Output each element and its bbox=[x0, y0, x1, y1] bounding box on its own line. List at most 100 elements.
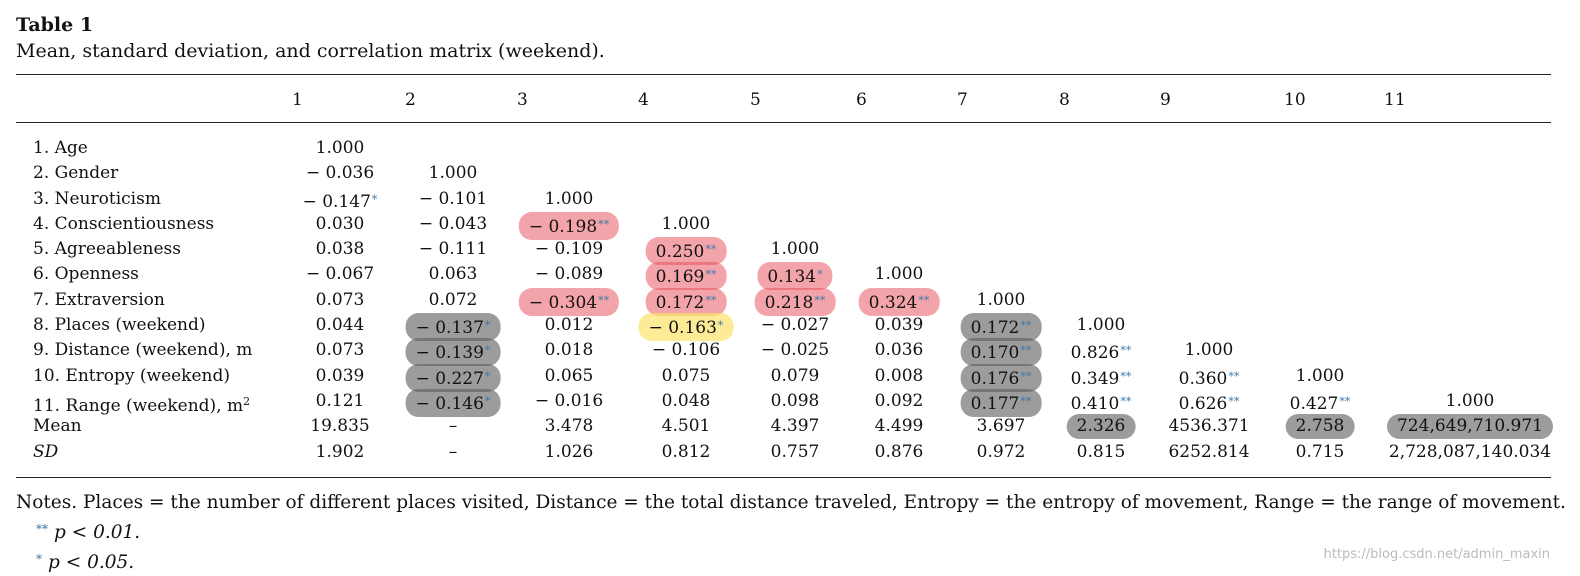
table-cell: 0.012 bbox=[545, 313, 594, 338]
table-caption: Mean, standard deviation, and correlatio… bbox=[16, 40, 605, 62]
table-body: 1. Age 1.000 2. Gender − 0.036 1.000 3. Neuro… bbox=[16, 136, 1554, 465]
row-label: 11. Range (weekend), m2 bbox=[33, 389, 250, 419]
significance-marker: ** bbox=[705, 243, 717, 257]
cell-value: 6252.814 bbox=[1168, 441, 1250, 462]
significance-marker: ** bbox=[1120, 394, 1132, 408]
table-cell: − 0.111 bbox=[419, 237, 487, 262]
highlighted-cell: 0.172** bbox=[960, 313, 1042, 342]
highlighted-cell: − 0.304** bbox=[518, 287, 620, 316]
cell-value: − 0.089 bbox=[534, 264, 604, 285]
table-cell: 0.427** bbox=[1290, 389, 1351, 417]
table-cell: 0.036 bbox=[875, 338, 924, 363]
row-label-text: 7. Extraversion bbox=[33, 289, 165, 310]
table-cell: 1.000 bbox=[1446, 389, 1495, 414]
significance-marker: ** bbox=[705, 293, 717, 307]
significance-marker: ** bbox=[1020, 369, 1032, 383]
table-cell: 0.092 bbox=[875, 389, 924, 414]
cell-value: 0.757 bbox=[770, 441, 820, 462]
highlighted-cell: 0.170** bbox=[960, 338, 1042, 367]
cell-value: 0.176 bbox=[970, 368, 1020, 389]
table-cell: 1.000 bbox=[429, 161, 478, 186]
table-cell: − 0.106 bbox=[652, 338, 720, 363]
cell-value: 1.000 bbox=[1076, 315, 1126, 336]
table-row: 6. Openness − 0.067 0.063− 0.089 0.169** 0.1… bbox=[16, 262, 1551, 291]
cell-value: 1.000 bbox=[428, 163, 478, 184]
table-cell: 0.039 bbox=[316, 364, 365, 389]
table-cell: 0.626** bbox=[1179, 389, 1240, 417]
table-cell: 1.000 bbox=[977, 288, 1026, 313]
cell-value: − 0.025 bbox=[760, 340, 830, 361]
table-cell: − 0.016 bbox=[535, 389, 603, 414]
table-cell: 0.030 bbox=[316, 212, 365, 237]
table-cell: 0.075 bbox=[662, 364, 711, 389]
table-label: Table 1 bbox=[16, 14, 94, 36]
table-cell: − 0.036 bbox=[306, 161, 374, 186]
table-cell: 1.026 bbox=[545, 440, 594, 465]
note-sig-text: p < 0.01. bbox=[54, 522, 141, 543]
table-cell: 1.000 bbox=[1185, 338, 1234, 363]
significance-marker: ** bbox=[918, 293, 930, 307]
cell-value: − 0.137 bbox=[415, 318, 484, 339]
highlighted-cell: 2.326 bbox=[1066, 414, 1136, 440]
cell-value: 0.715 bbox=[1295, 441, 1345, 462]
column-header: 11 bbox=[1384, 90, 1406, 110]
table-cell: 0.098 bbox=[771, 389, 820, 414]
cell-value: 4.501 bbox=[661, 416, 711, 437]
column-header: 1 bbox=[292, 90, 303, 110]
significance-marker: ** bbox=[1020, 394, 1032, 408]
cell-value: 0.073 bbox=[315, 340, 365, 361]
table-row: 2. Gender − 0.036 1.000 bbox=[16, 161, 1551, 186]
table-cell: 0.072 bbox=[429, 288, 478, 313]
note-significance-005: * p < 0.05. bbox=[16, 546, 1561, 576]
table-cell: − 0.147* bbox=[303, 187, 378, 215]
cell-value: 0.018 bbox=[544, 340, 594, 361]
highlighted-cell: 724,649,710.971 bbox=[1386, 414, 1554, 440]
significance-marker: * bbox=[484, 394, 491, 408]
cell-value: 1.902 bbox=[315, 441, 365, 462]
table-row: 3. Neuroticism − 0.147* − 0.101 1.000 bbox=[16, 187, 1551, 212]
table-cell: 2,728,087,140.034 bbox=[1389, 440, 1551, 465]
column-header: 9 bbox=[1160, 90, 1171, 110]
row-label: SD bbox=[33, 440, 58, 465]
significance-marker: * bbox=[817, 268, 823, 282]
table-cell: 0.826** bbox=[1071, 338, 1132, 366]
cell-value: 1.000 bbox=[315, 138, 365, 158]
cell-value: 0.039 bbox=[874, 315, 924, 336]
row-label-text: SD bbox=[33, 441, 59, 462]
table-page: Table 1 Mean, standard deviation, and co… bbox=[16, 12, 1566, 573]
table-cell: – bbox=[449, 414, 458, 439]
cell-value: 0.218 bbox=[764, 292, 814, 313]
cell-value: 724,649,710.971 bbox=[1396, 416, 1544, 437]
table-cell: 4.397 bbox=[771, 414, 820, 439]
table-cell: 1.000 bbox=[662, 212, 711, 237]
row-label-text: 8. Places (weekend) bbox=[33, 315, 206, 336]
table-row: 9. Distance (weekend), m 0.073 − 0.139* 0.0… bbox=[16, 338, 1551, 367]
cell-value: 0.410 bbox=[1070, 393, 1120, 414]
table-cell: 0.715 bbox=[1296, 440, 1345, 465]
cell-value: 1.026 bbox=[544, 441, 594, 462]
cell-value: 0.169 bbox=[655, 267, 705, 288]
cell-value: 19.835 bbox=[310, 416, 370, 437]
table-cell: 0.008 bbox=[875, 364, 924, 389]
cell-value: 0.170 bbox=[970, 343, 1020, 364]
cell-value: – bbox=[448, 416, 458, 437]
highlighted-cell: − 0.139* bbox=[405, 338, 501, 367]
cell-value: 0.048 bbox=[661, 390, 711, 411]
cell-value: 0.815 bbox=[1076, 441, 1126, 462]
table-cell: 0.349** bbox=[1071, 364, 1132, 392]
cell-value: 0.360 bbox=[1178, 368, 1228, 389]
cell-value: 0.134 bbox=[767, 267, 817, 288]
column-header: 2 bbox=[405, 90, 416, 110]
table-row: 5. Agreeableness 0.038 − 0.111 − 0.109 0.250… bbox=[16, 237, 1551, 266]
cell-value: 0.008 bbox=[874, 365, 924, 386]
table-cell: 0.972 bbox=[977, 440, 1026, 465]
cell-value: 2,728,087,140.034 bbox=[1388, 441, 1552, 462]
cell-value: 0.427 bbox=[1289, 393, 1339, 414]
significance-marker: * bbox=[484, 369, 491, 383]
column-header: 8 bbox=[1059, 90, 1070, 110]
column-header: 4 bbox=[638, 90, 649, 110]
cell-value: 1.000 bbox=[874, 264, 924, 285]
significance-marker: * bbox=[484, 319, 491, 333]
cell-value: 0.072 bbox=[428, 289, 478, 310]
cell-value: 1.000 bbox=[1445, 390, 1495, 411]
